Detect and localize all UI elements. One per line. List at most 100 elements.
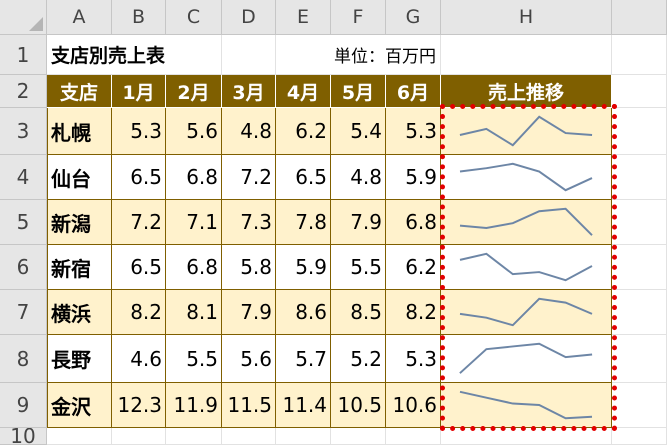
sales-value[interactable]: 7.8 (276, 200, 331, 245)
column-header-extra[interactable] (612, 0, 667, 35)
header-cell-branch[interactable]: 支店 (47, 75, 112, 108)
sales-value[interactable]: 5.9 (386, 155, 441, 200)
sales-value[interactable]: 11.5 (222, 383, 276, 428)
header-cell-month-1[interactable]: 1月 (112, 75, 166, 108)
sales-value[interactable]: 5.2 (331, 335, 386, 383)
sparkline-cell[interactable] (441, 245, 612, 290)
row-header-9[interactable]: 9 (0, 383, 47, 428)
sales-value[interactable]: 4.8 (331, 155, 386, 200)
empty-cell[interactable] (276, 428, 331, 445)
branch-name[interactable]: 新潟 (47, 200, 112, 245)
column-header-b[interactable]: B (112, 0, 166, 35)
header-cell-month-2[interactable]: 2月 (166, 75, 222, 108)
sales-value[interactable]: 5.5 (166, 335, 222, 383)
sales-value[interactable]: 4.6 (112, 335, 166, 383)
header-cell-month-6[interactable]: 6月 (386, 75, 441, 108)
sales-value[interactable]: 6.8 (166, 155, 222, 200)
column-header-f[interactable]: F (331, 0, 386, 35)
sales-value[interactable]: 5.6 (222, 335, 276, 383)
empty-cell[interactable] (386, 428, 441, 445)
cell-d1[interactable] (222, 35, 276, 75)
sales-value[interactable]: 7.9 (331, 200, 386, 245)
empty-cell[interactable] (612, 108, 667, 155)
sales-value[interactable]: 6.2 (386, 245, 441, 290)
sales-value[interactable]: 5.7 (276, 335, 331, 383)
sparkline-cell[interactable] (441, 335, 612, 383)
sparkline-cell[interactable] (441, 108, 612, 155)
cell-i1[interactable] (612, 35, 667, 75)
branch-name[interactable]: 横浜 (47, 290, 112, 335)
branch-name[interactable]: 金沢 (47, 383, 112, 428)
column-header-h[interactable]: H (441, 0, 612, 35)
sales-value[interactable]: 10.6 (386, 383, 441, 428)
sales-value[interactable]: 10.5 (331, 383, 386, 428)
sales-value[interactable]: 8.2 (386, 290, 441, 335)
sparkline-cell[interactable] (441, 155, 612, 200)
column-header-e[interactable]: E (276, 0, 331, 35)
sales-value[interactable]: 7.2 (112, 200, 166, 245)
header-cell-month-3[interactable]: 3月 (222, 75, 276, 108)
sales-value[interactable]: 12.3 (112, 383, 166, 428)
row-header-3[interactable]: 3 (0, 108, 47, 155)
cell-h1[interactable] (441, 35, 612, 75)
row-header-10[interactable]: 10 (0, 428, 47, 445)
header-cell-trend[interactable]: 売上推移 (441, 75, 612, 108)
sales-value[interactable]: 5.3 (386, 335, 441, 383)
branch-name[interactable]: 仙台 (47, 155, 112, 200)
sales-value[interactable]: 6.8 (386, 200, 441, 245)
sales-value[interactable]: 7.2 (222, 155, 276, 200)
column-header-g[interactable]: G (386, 0, 441, 35)
unit-label[interactable]: 単位：百万円 (276, 35, 441, 75)
empty-cell[interactable] (47, 428, 112, 445)
sparkline-cell[interactable] (441, 290, 612, 335)
row-header-4[interactable]: 4 (0, 155, 47, 200)
sheet-title[interactable]: 支店別売上表 (47, 35, 222, 75)
row-header-5[interactable]: 5 (0, 200, 47, 245)
sales-value[interactable]: 11.9 (166, 383, 222, 428)
sales-value[interactable]: 8.5 (331, 290, 386, 335)
sales-value[interactable]: 6.8 (166, 245, 222, 290)
empty-cell[interactable] (612, 428, 667, 445)
empty-cell[interactable] (612, 383, 667, 428)
column-header-d[interactable]: D (222, 0, 276, 35)
empty-cell[interactable] (331, 428, 386, 445)
sales-value[interactable]: 6.5 (112, 155, 166, 200)
row-header-7[interactable]: 7 (0, 290, 47, 335)
empty-cell[interactable] (612, 290, 667, 335)
row-header-6[interactable]: 6 (0, 245, 47, 290)
empty-cell[interactable] (612, 335, 667, 383)
empty-cell[interactable] (612, 200, 667, 245)
sales-value[interactable]: 5.5 (331, 245, 386, 290)
cell-i2[interactable] (612, 75, 667, 108)
sales-value[interactable]: 8.1 (166, 290, 222, 335)
sales-value[interactable]: 7.1 (166, 200, 222, 245)
branch-name[interactable]: 札幌 (47, 108, 112, 155)
sales-value[interactable]: 5.3 (112, 108, 166, 155)
column-header-c[interactable]: C (166, 0, 222, 35)
sales-value[interactable]: 5.6 (166, 108, 222, 155)
sales-value[interactable]: 8.6 (276, 290, 331, 335)
sales-value[interactable]: 6.5 (112, 245, 166, 290)
select-all-corner[interactable] (0, 0, 47, 35)
header-cell-month-5[interactable]: 5月 (331, 75, 386, 108)
sales-value[interactable]: 5.8 (222, 245, 276, 290)
sales-value[interactable]: 5.9 (276, 245, 331, 290)
sales-value[interactable]: 11.4 (276, 383, 331, 428)
branch-name[interactable]: 長野 (47, 335, 112, 383)
sales-value[interactable]: 7.9 (222, 290, 276, 335)
empty-cell[interactable] (612, 245, 667, 290)
sales-value[interactable]: 8.2 (112, 290, 166, 335)
sales-value[interactable]: 5.3 (386, 108, 441, 155)
sales-value[interactable]: 5.4 (331, 108, 386, 155)
sales-value[interactable]: 6.2 (276, 108, 331, 155)
header-cell-month-4[interactable]: 4月 (276, 75, 331, 108)
row-header-8[interactable]: 8 (0, 335, 47, 383)
branch-name[interactable]: 新宿 (47, 245, 112, 290)
empty-cell[interactable] (612, 155, 667, 200)
sales-value[interactable]: 4.8 (222, 108, 276, 155)
empty-cell[interactable] (222, 428, 276, 445)
sparkline-cell[interactable] (441, 200, 612, 245)
empty-cell[interactable] (441, 428, 612, 445)
row-header-2[interactable]: 2 (0, 75, 47, 108)
